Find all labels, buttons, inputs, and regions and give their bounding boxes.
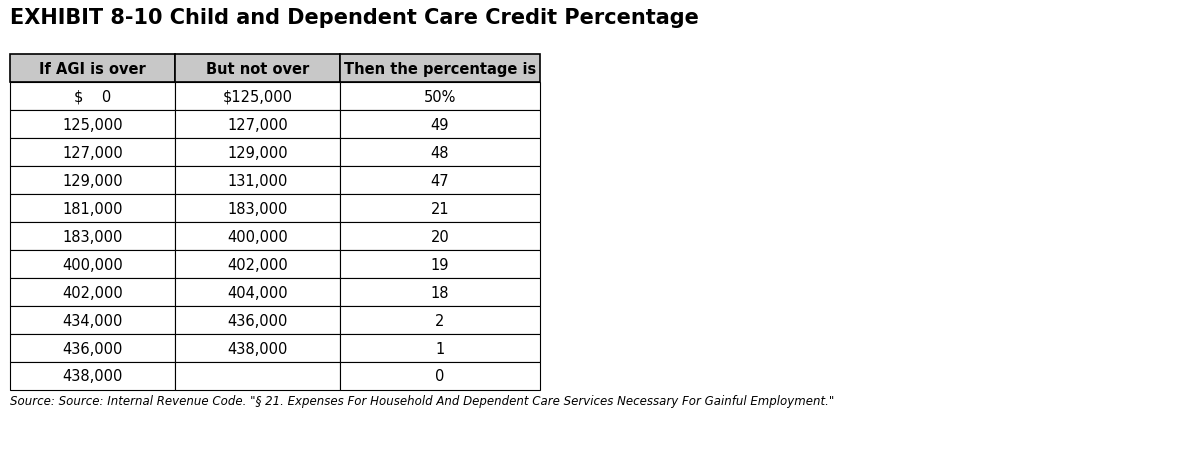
Bar	[10, 334, 175, 362]
Text: 404,000: 404,000	[227, 285, 288, 300]
Bar	[10, 111, 175, 139]
Bar	[10, 195, 175, 222]
Text: 49: 49	[431, 117, 449, 132]
Bar	[175, 195, 340, 222]
Bar	[175, 278, 340, 306]
Text: 129,000: 129,000	[227, 145, 288, 160]
Text: 2: 2	[436, 313, 445, 328]
Bar	[340, 111, 540, 139]
Bar	[175, 55, 340, 83]
Text: 434,000: 434,000	[62, 313, 122, 328]
Bar	[10, 222, 175, 250]
Bar	[10, 362, 175, 390]
Text: 125,000: 125,000	[62, 117, 122, 132]
Text: But not over: But not over	[206, 61, 310, 76]
Bar	[340, 139, 540, 167]
Text: 1: 1	[436, 341, 445, 356]
Text: 402,000: 402,000	[62, 285, 122, 300]
Text: 129,000: 129,000	[62, 173, 122, 188]
Bar	[340, 222, 540, 250]
Text: $    0: $ 0	[74, 89, 112, 104]
Text: 402,000: 402,000	[227, 257, 288, 272]
Bar	[175, 306, 340, 334]
Bar	[10, 167, 175, 195]
Bar	[340, 278, 540, 306]
Bar	[175, 222, 340, 250]
Text: 127,000: 127,000	[227, 117, 288, 132]
Bar	[10, 306, 175, 334]
Text: 0: 0	[436, 369, 445, 384]
Bar	[175, 250, 340, 278]
Text: EXHIBIT 8-10 Child and Dependent Care Credit Percentage: EXHIBIT 8-10 Child and Dependent Care Cr…	[10, 8, 698, 28]
Bar	[340, 250, 540, 278]
Text: $125,000: $125,000	[222, 89, 293, 104]
Text: 48: 48	[431, 145, 449, 160]
Text: 20: 20	[431, 229, 449, 244]
Bar	[340, 83, 540, 111]
Text: 50%: 50%	[424, 89, 456, 104]
Text: 183,000: 183,000	[62, 229, 122, 244]
Bar	[10, 139, 175, 167]
Text: 131,000: 131,000	[227, 173, 288, 188]
Text: Then the percentage is: Then the percentage is	[344, 61, 536, 76]
Text: 18: 18	[431, 285, 449, 300]
Bar	[175, 167, 340, 195]
Text: 436,000: 436,000	[62, 341, 122, 356]
Bar	[340, 195, 540, 222]
Text: 436,000: 436,000	[227, 313, 288, 328]
Bar	[175, 139, 340, 167]
Text: 181,000: 181,000	[62, 201, 122, 216]
Text: 400,000: 400,000	[227, 229, 288, 244]
Text: 183,000: 183,000	[227, 201, 288, 216]
Bar	[10, 83, 175, 111]
Text: If AGI is over: If AGI is over	[40, 61, 146, 76]
Text: 127,000: 127,000	[62, 145, 122, 160]
Text: 438,000: 438,000	[227, 341, 288, 356]
Text: 400,000: 400,000	[62, 257, 122, 272]
Bar	[340, 362, 540, 390]
Bar	[340, 167, 540, 195]
Bar	[175, 111, 340, 139]
Text: 19: 19	[431, 257, 449, 272]
Text: 21: 21	[431, 201, 449, 216]
Bar	[10, 55, 175, 83]
Bar	[340, 306, 540, 334]
Text: Source: Source: Internal Revenue Code. "§ 21. Expenses For Household And Depende: Source: Source: Internal Revenue Code. "…	[10, 394, 834, 407]
Bar	[175, 362, 340, 390]
Bar	[10, 250, 175, 278]
Bar	[340, 334, 540, 362]
Text: 438,000: 438,000	[62, 369, 122, 384]
Bar	[175, 83, 340, 111]
Bar	[10, 278, 175, 306]
Bar	[175, 334, 340, 362]
Bar	[340, 55, 540, 83]
Text: 47: 47	[431, 173, 449, 188]
